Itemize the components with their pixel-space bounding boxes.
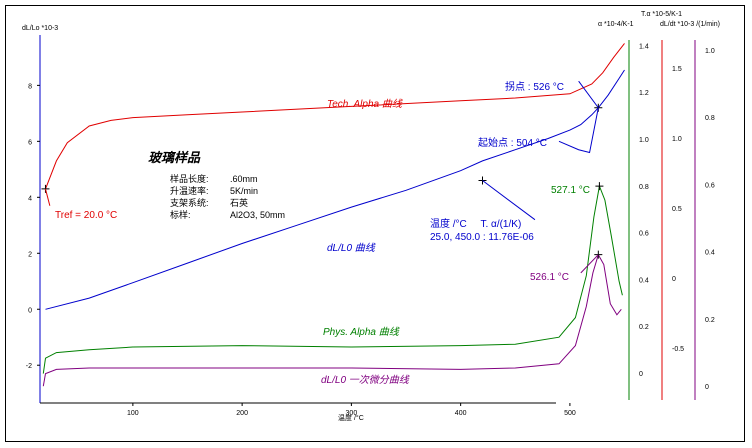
y-alpha-phys-tick-label: 0.4: [639, 277, 649, 284]
sample-info-key: 升温速率:: [170, 185, 209, 196]
sample-info-key: 标样:: [170, 209, 191, 220]
y-alpha-tech-axis-title: T.α *10-5/K-1: [641, 11, 682, 18]
phys-peak-marker: [595, 182, 604, 191]
x-tick-label: 200: [236, 410, 248, 417]
y-alpha-tech-tick-label: -0.5: [672, 346, 684, 353]
y-alpha-tech-tick-label: 0: [672, 276, 676, 283]
x-tick-label: 400: [455, 410, 467, 417]
y-dldt-tick-label: 0.2: [705, 317, 715, 324]
y-alpha-tech-tick-label: 1.5: [672, 66, 682, 73]
y-dldt-tick-label: 0: [705, 384, 709, 391]
sample-info-value: .60mm: [230, 174, 258, 184]
sample-info-key: 支架系统:: [170, 197, 209, 208]
tref-label: Tref = 20.0 °C: [55, 210, 117, 221]
y-alpha-phys-tick-label: 1.4: [639, 43, 649, 50]
y-dldt-axis-title: dL/dt *10-3 /(1/min): [660, 21, 720, 28]
dldt-curve-label: dL/L0 一次微分曲线: [321, 374, 410, 386]
phys-peak-label: 527.1 °C: [551, 185, 590, 196]
series-line-3: [42, 253, 622, 387]
sample-info-value: 石英: [230, 197, 248, 208]
sample-info-value: 5K/min: [230, 186, 258, 196]
readout-leader: [482, 180, 536, 221]
y-dldt-tick-label: 0.6: [705, 182, 715, 189]
x-tick-label: 300: [346, 410, 358, 417]
y-left-tick-label: 6: [28, 139, 32, 146]
x-tick-label: 100: [127, 410, 139, 417]
dldt-peak-label: 526.1 °C: [530, 272, 569, 283]
tref-marker: [41, 184, 50, 193]
y-dldt-tick-label: 1.0: [705, 48, 715, 55]
inflection-label: 拐点 : 526 °C: [505, 80, 564, 93]
y-left-tick-label: 2: [28, 251, 32, 258]
readout-value: 25.0, 450.0 : 11.76E-06: [430, 232, 534, 243]
chart-frame: [5, 5, 745, 442]
x-tick-label: 500: [564, 410, 576, 417]
y-alpha-phys-tick-label: 1.0: [639, 137, 649, 144]
y-left-tick-label: 0: [28, 307, 32, 314]
sample-title: 玻璃样品: [148, 150, 201, 165]
y-alpha-phys-tick-label: 0.8: [639, 184, 649, 191]
y-alpha-phys-tick-label: 0.6: [639, 231, 649, 238]
y-alpha-phys-tick-label: 0.2: [639, 324, 649, 331]
y-alpha-phys-tick-label: 0: [639, 371, 643, 378]
series-line-2: [42, 184, 623, 374]
y-alpha-tech-tick-label: 0.5: [672, 206, 682, 213]
y-left-tick-label: 8: [28, 83, 32, 90]
inflection-leader: [578, 80, 599, 109]
y-left-tick-label: 4: [28, 195, 32, 202]
x-axis-title: 温度 /°C: [338, 413, 364, 422]
series-line-1: [45, 43, 625, 190]
phys-alpha-curve-label: Phys. Alpha 曲线: [323, 326, 400, 338]
sample-info-key: 样品长度:: [170, 173, 209, 184]
y-alpha-tech-tick-label: 1.0: [672, 136, 682, 143]
dl-curve-label: dL/L0 曲线: [327, 242, 376, 254]
onset-leader: [558, 107, 599, 154]
sample-info-value: Al2O3, 50mm: [230, 210, 285, 220]
readout-header: 温度 /°C T. α/(1/K): [430, 217, 521, 230]
y-left-tick-label: -2: [26, 363, 32, 370]
y-dldt-tick-label: 0.4: [705, 250, 715, 257]
y-alpha-phys-tick-label: 1.2: [639, 90, 649, 97]
y-left-axis-title: dL/Lo *10-3: [22, 25, 58, 32]
tref-leader: [44, 188, 51, 206]
y-dldt-tick-label: 0.8: [705, 115, 715, 122]
dldt-peak-leader: [580, 254, 599, 274]
onset-label: 起始点 : 504 °C: [478, 136, 547, 149]
y-alpha-phys-axis-title: α *10-4/K-1: [598, 21, 634, 28]
